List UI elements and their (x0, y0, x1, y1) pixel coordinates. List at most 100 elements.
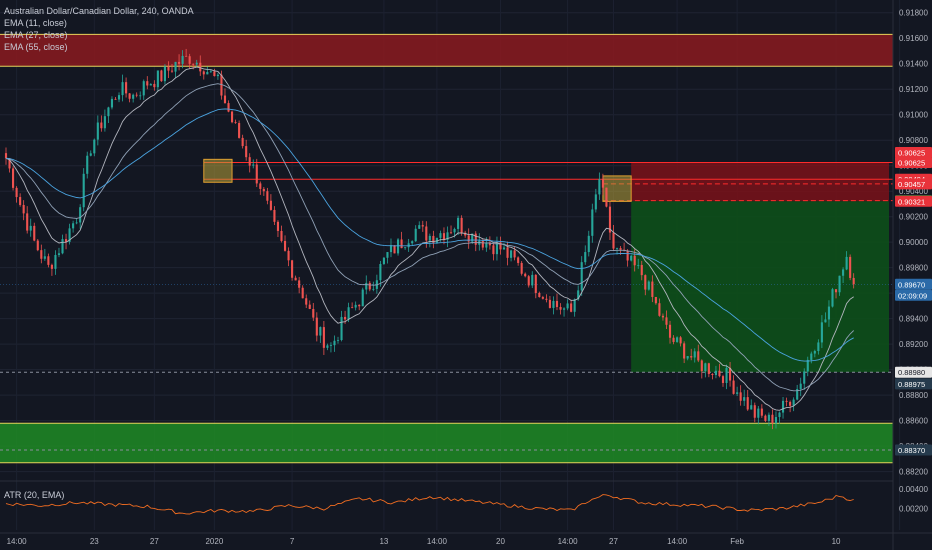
candle (485, 242, 488, 248)
price-tag: 0.88975 (898, 380, 925, 389)
candle (234, 122, 237, 124)
candle (640, 264, 643, 276)
candle (594, 194, 597, 210)
candle (658, 303, 661, 316)
candle (608, 206, 612, 233)
candle (679, 337, 682, 344)
candle (386, 252, 389, 258)
candle (591, 209, 594, 236)
candle (241, 137, 244, 147)
candle (464, 232, 467, 236)
price-tag-bg (895, 444, 932, 456)
candle (577, 290, 580, 300)
y-axis-tick: 0.90800 (899, 136, 928, 145)
y-axis-tick: 0.89400 (899, 315, 928, 324)
candle (358, 304, 361, 307)
candle (813, 350, 816, 354)
candle (820, 322, 823, 343)
candle (531, 274, 534, 286)
candle (167, 66, 170, 71)
candle (810, 353, 813, 360)
y-axis-tick: 0.89800 (899, 264, 928, 273)
atr-axis-tick: 0.00200 (899, 504, 928, 513)
price-tag: 0.89670 (898, 280, 925, 289)
box-left-highlight (203, 158, 233, 183)
candle (382, 257, 385, 264)
candle (601, 179, 604, 188)
candle (276, 221, 280, 231)
candle (223, 95, 227, 104)
candle (188, 56, 191, 64)
candle (767, 414, 770, 421)
price-tag-bg (895, 147, 932, 159)
candle (750, 405, 753, 410)
candle (414, 228, 417, 242)
x-axis-tick: 27 (609, 537, 618, 546)
candle (75, 222, 78, 224)
candle (683, 343, 686, 359)
candle (4, 153, 8, 159)
candle (792, 399, 795, 406)
price-tag-bg (895, 378, 932, 390)
candle (57, 253, 61, 255)
candle (40, 250, 43, 259)
candle (481, 240, 484, 248)
supply-zone (0, 34, 893, 67)
x-axis-tick: 20 (496, 537, 505, 546)
candle (128, 93, 131, 99)
atr-legend[interactable]: ATR (20, EMA) (4, 490, 65, 500)
candle (202, 71, 205, 75)
candle (312, 308, 315, 318)
candle (647, 281, 650, 290)
y-axis-tick: 0.88800 (899, 391, 928, 400)
candle (803, 371, 806, 384)
atr-axis-tick: 0.00400 (899, 485, 928, 494)
candle (19, 197, 22, 205)
candle (785, 400, 788, 402)
candle (227, 103, 230, 112)
candle (510, 250, 513, 258)
candle (700, 360, 703, 372)
price-tag: 0.88980 (898, 368, 925, 377)
candle (110, 98, 114, 108)
price-tag: 02:09:09 (898, 291, 927, 300)
price-tag-bg (895, 157, 932, 169)
candle (559, 306, 562, 310)
candle (545, 298, 548, 300)
candle (96, 122, 99, 140)
candle (163, 66, 166, 82)
candle (570, 303, 573, 312)
x-axis-tick: 14:00 (558, 537, 579, 546)
candle (432, 235, 435, 243)
candle (135, 94, 138, 96)
candle (82, 173, 85, 208)
candle (139, 95, 142, 97)
candle (651, 281, 654, 297)
candle (760, 408, 763, 416)
candle (838, 275, 841, 293)
candle (654, 296, 657, 304)
candle (361, 289, 364, 307)
candle (849, 256, 852, 278)
candle (54, 254, 57, 269)
candle (174, 61, 177, 72)
candle (520, 262, 523, 274)
candle (220, 74, 223, 96)
ema-11-line (5, 66, 854, 411)
candle (721, 376, 725, 383)
candle (446, 232, 449, 240)
x-axis-tick: 7 (290, 537, 295, 546)
candle (492, 245, 495, 255)
candle (149, 83, 152, 86)
candle (764, 415, 767, 421)
candle (400, 239, 403, 249)
x-axis-tick: 14:00 (7, 537, 28, 546)
candle (93, 139, 96, 154)
candle (644, 275, 647, 290)
candle (502, 247, 506, 250)
candle (333, 340, 336, 346)
candle (806, 359, 809, 372)
candle (368, 282, 371, 290)
candle (340, 316, 343, 341)
